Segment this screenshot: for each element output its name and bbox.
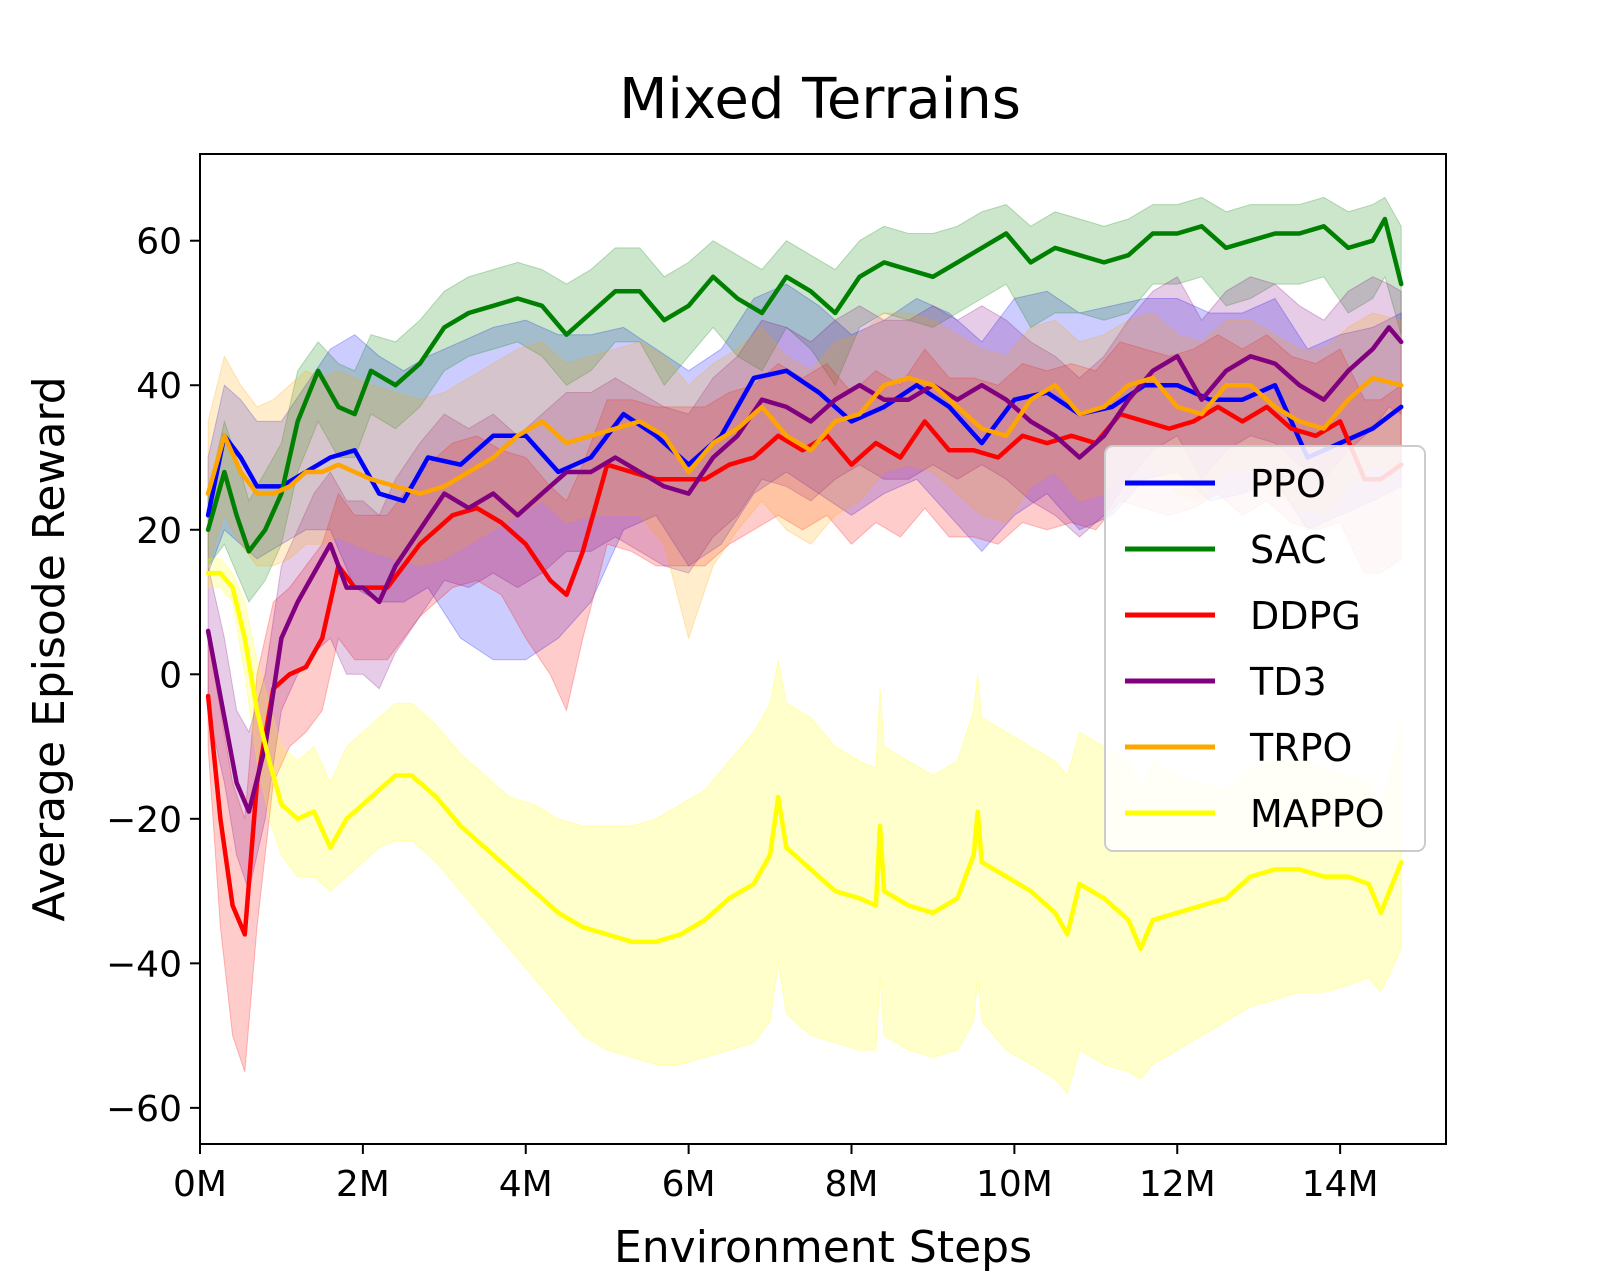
chart-title: Mixed Terrains — [619, 67, 1021, 132]
legend-label-trpo: TRPO — [1249, 726, 1352, 770]
y-axis-label: Average Episode Reward — [24, 376, 75, 921]
series-line-sac — [205, 216, 1404, 554]
legend-label-mappo: MAPPO — [1250, 792, 1385, 836]
x-tick-label: 8M — [825, 1164, 879, 1205]
x-tick-label: 12M — [1139, 1164, 1216, 1205]
x-tick-label: 2M — [336, 1164, 390, 1205]
y-tick-label: 60 — [136, 222, 182, 263]
x-tick-label: 10M — [976, 1164, 1053, 1205]
y-tick-label: 20 — [136, 511, 182, 552]
band-sac — [207, 196, 1402, 603]
y-axis: −60 −40 −20 0 20 40 60 — [106, 222, 200, 1130]
x-tick-label: 14M — [1302, 1164, 1379, 1205]
series-line-ddpg — [205, 404, 1404, 937]
y-tick-label: −20 — [106, 800, 182, 841]
series-line-ppo — [205, 368, 1404, 518]
band-mappo — [207, 558, 1402, 1095]
legend-box — [1104, 445, 1426, 852]
x-tick-label: 0M — [173, 1164, 227, 1205]
y-tick-label: 0 — [159, 655, 182, 696]
y-tick-label: −60 — [106, 1089, 182, 1130]
plot-frame — [199, 153, 1447, 1145]
x-axis-label: Environment Steps — [614, 1222, 1032, 1273]
legend-label-sac: SAC — [1250, 528, 1327, 572]
y-tick-label: −40 — [106, 944, 182, 985]
series-line-td3 — [205, 325, 1404, 814]
x-tick-label: 6M — [662, 1164, 716, 1205]
legend: PPO SAC DDPG TD3 TRPO MAPPO — [1104, 445, 1426, 852]
x-axis: 0M 2M 4M 6M 8M 10M 12M 14M — [173, 1144, 1379, 1205]
series-lines — [205, 216, 1404, 952]
confidence-bands — [207, 196, 1402, 1095]
series-line-mappo — [205, 570, 1404, 952]
legend-label-td3: TD3 — [1249, 660, 1327, 704]
band-td3 — [207, 276, 1402, 893]
y-tick-label: 40 — [136, 366, 182, 407]
series-line-trpo — [205, 375, 1404, 496]
plot-area — [199, 153, 1447, 1145]
x-tick-label: 4M — [499, 1164, 553, 1205]
legend-label-ddpg: DDPG — [1250, 594, 1361, 638]
legend-label-ppo: PPO — [1250, 462, 1326, 506]
